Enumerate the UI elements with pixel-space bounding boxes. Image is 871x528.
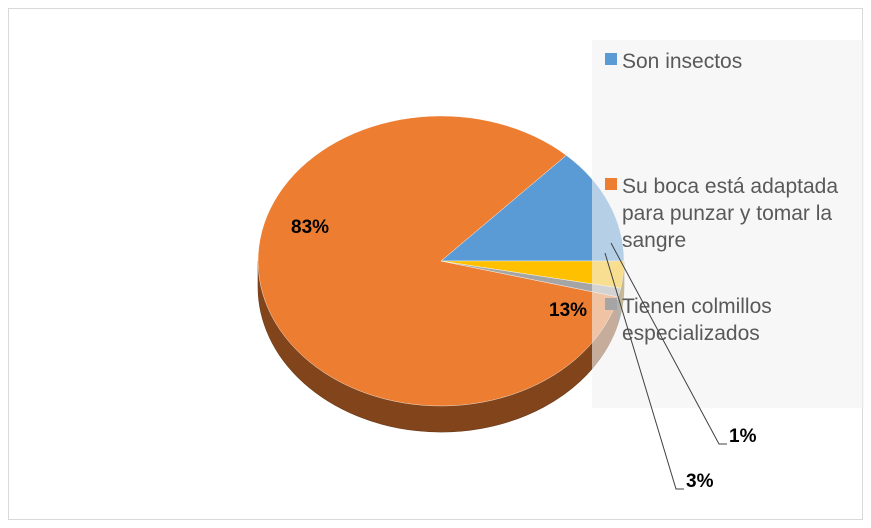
- legend-panel: [592, 40, 864, 408]
- data-label-13pct: 13%: [549, 300, 587, 321]
- legend-swatch-2: [605, 178, 617, 190]
- legend-label-2-line-3: sangre: [622, 229, 686, 252]
- data-label-3pct: 3%: [686, 471, 714, 492]
- leader-line-1pct: [610, 242, 727, 445]
- leader-line-3pct: [604, 252, 684, 490]
- data-label-1pct: 1%: [729, 426, 757, 447]
- legend-label-1-line-1: Son insectos: [622, 50, 742, 73]
- data-label-83pct: 83%: [291, 217, 329, 238]
- chart-frame: Son insectos Su boca está adaptada para pu…: [8, 8, 864, 520]
- pie-chart: Son insectos Su boca está adaptada para pu…: [257, 40, 864, 492]
- legend-swatch-3: [605, 298, 617, 310]
- legend-label-3-line-1: Tienen colmillos: [622, 295, 772, 318]
- legend-label-2-line-2: para punzar y tomar la: [622, 202, 832, 225]
- legend-label-3-line-2: especializados: [622, 322, 760, 345]
- pie-slice-boca-adaptada: [257, 115, 619, 407]
- legend-label-2-line-1: Su boca está adaptada: [622, 175, 838, 198]
- legend-swatch-1: [605, 53, 617, 65]
